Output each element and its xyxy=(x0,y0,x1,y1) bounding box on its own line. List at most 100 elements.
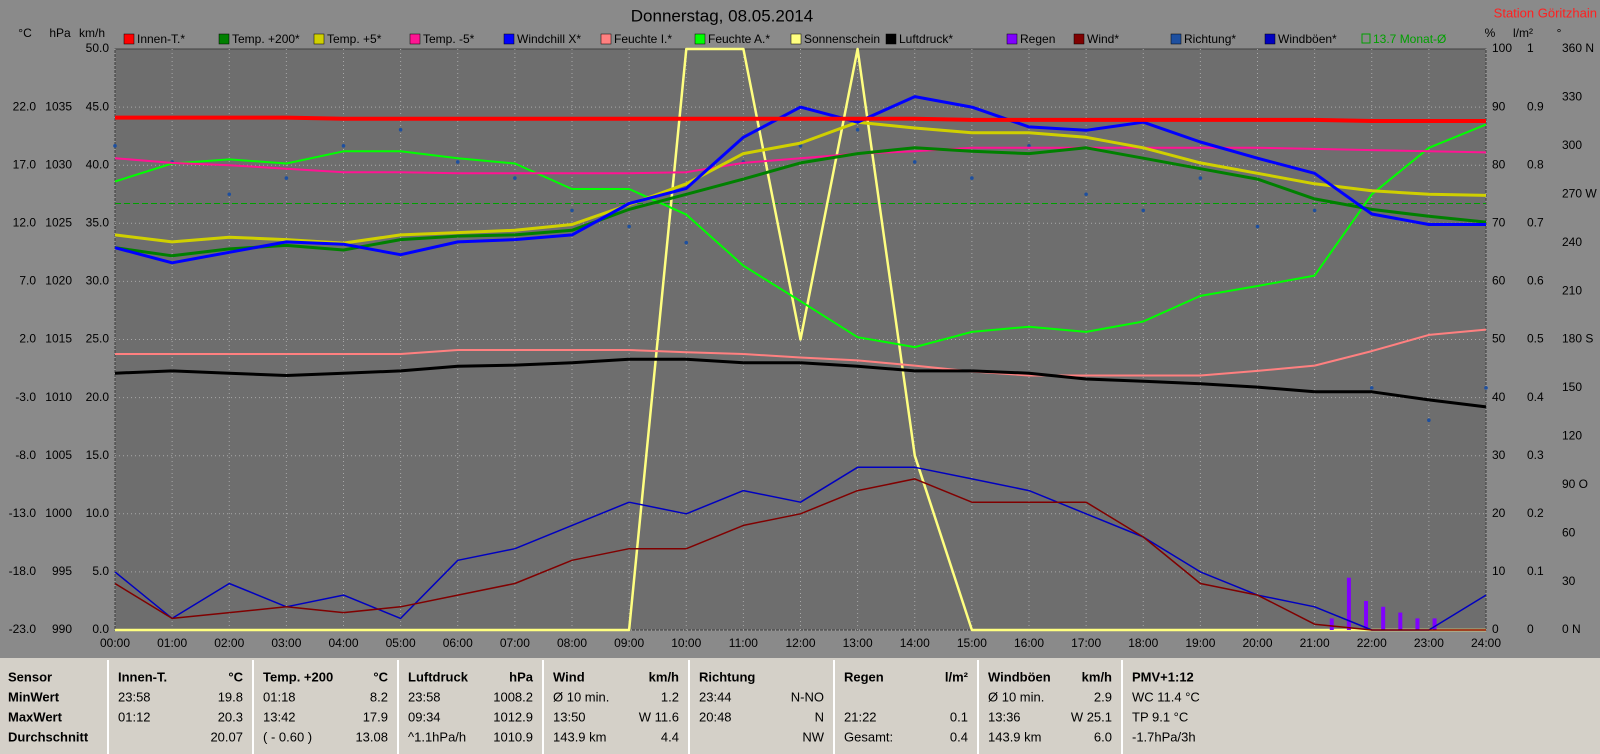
y-tick-label: 50 xyxy=(1492,332,1506,346)
column-header: Windböen xyxy=(988,669,1051,684)
y-tick-label: 20 xyxy=(1492,506,1506,520)
y-tick-label: 240 xyxy=(1562,235,1582,249)
legend-swatch xyxy=(600,33,612,45)
y-tick-label: 0 N xyxy=(1562,622,1581,636)
y-tick-label: 90 xyxy=(1492,99,1506,113)
legend-label: Feuchte I.* xyxy=(614,32,672,46)
y-tick-label: 10.0 xyxy=(86,506,110,520)
y-tick-label: 5.0 xyxy=(92,564,109,578)
y-tick-label: 120 xyxy=(1562,429,1582,443)
column-header: Luftdruck xyxy=(408,669,469,684)
direction-dot xyxy=(227,192,232,197)
cell-note: Ø 10 min. xyxy=(553,689,609,704)
cell-note: 23:58 xyxy=(118,689,151,704)
legend-swatch xyxy=(1006,33,1018,45)
cell-value: 2.9 xyxy=(1094,689,1112,704)
y-tick-label: 1020 xyxy=(45,274,72,288)
y-tick-label: 0.2 xyxy=(1527,506,1544,520)
column-header: Richtung xyxy=(699,669,755,684)
cell-note: 23:44 xyxy=(699,689,732,704)
row-label: MinWert xyxy=(8,689,60,704)
y-tick-label: 1025 xyxy=(45,215,72,229)
cell-value: N xyxy=(815,709,824,724)
y-tick-label: 90 O xyxy=(1562,477,1588,491)
direction-dot xyxy=(398,127,403,132)
cell-note: 13:50 xyxy=(553,709,586,724)
x-tick-label: 06:00 xyxy=(443,636,473,650)
cell-note: 20:48 xyxy=(699,709,732,724)
legend-swatch xyxy=(885,33,897,45)
series-line xyxy=(115,328,1487,377)
legend-swatch xyxy=(1264,33,1276,45)
cell-note: 143.9 km xyxy=(988,729,1041,744)
y-tick-label: 50.0 xyxy=(86,41,110,55)
x-tick-label: 10:00 xyxy=(671,636,701,650)
y-tick-label: 1015 xyxy=(45,332,72,346)
series-line xyxy=(114,146,1487,175)
x-tick-label: 15:00 xyxy=(957,636,987,650)
y-tick-label: 70 xyxy=(1492,215,1506,229)
cell-note: 143.9 km xyxy=(553,729,606,744)
cell-note: Ø 10 min. xyxy=(988,689,1044,704)
y-tick-label: 0.1 xyxy=(1527,564,1544,578)
y-tick-label: -3.0 xyxy=(15,390,36,404)
legend-swatch xyxy=(1361,33,1371,44)
y-tick-label: 40 xyxy=(1492,390,1506,404)
y-tick-label: 300 xyxy=(1562,138,1582,152)
y-tick-label: 0.3 xyxy=(1527,448,1544,462)
column-unit: km/h xyxy=(1082,669,1112,684)
cell-value: N-NO xyxy=(791,689,824,704)
y-tick-label: 1010 xyxy=(45,390,72,404)
y-tick-label: 270 W xyxy=(1562,186,1597,200)
cell-value: 19.8 xyxy=(218,689,243,704)
direction-dot xyxy=(570,208,574,213)
cell-note: ^1.1hPa/h xyxy=(408,729,466,744)
axis-unit: ° xyxy=(1557,26,1562,40)
y-tick-label: 180 S xyxy=(1562,332,1593,346)
y-tick-label: 1035 xyxy=(45,99,72,113)
column-header: Wind xyxy=(553,669,585,684)
y-tick-label: 60 xyxy=(1562,525,1576,539)
series-line xyxy=(115,47,1486,632)
legend-swatch xyxy=(409,33,421,45)
cell-value: 6.0 xyxy=(1094,729,1112,744)
x-tick-label: 19:00 xyxy=(1185,636,1215,650)
cell-value: NW xyxy=(802,729,824,744)
direction-dot xyxy=(113,144,117,148)
cell-value: 20.3 xyxy=(218,709,243,724)
series-line xyxy=(114,146,1487,258)
y-tick-label: 15.0 xyxy=(86,448,110,462)
legend-label: Richtung* xyxy=(1184,32,1236,46)
cell-value: 13.08 xyxy=(355,729,388,744)
direction-dot xyxy=(341,144,346,148)
direction-dot xyxy=(1084,192,1088,197)
y-tick-label: 1030 xyxy=(45,157,72,171)
chart-title: Donnerstag, 08.05.2014 xyxy=(631,6,813,25)
axis-unit: km/h xyxy=(79,26,105,40)
y-tick-label: 0.8 xyxy=(1527,157,1544,171)
legend-swatch xyxy=(1170,33,1182,45)
cell-note: -1.7hPa/3h xyxy=(1132,729,1196,744)
station-name: Station Göritzhain xyxy=(1494,5,1597,20)
legend-label: Temp. +200* xyxy=(232,32,300,46)
column-unit: hPa xyxy=(509,669,534,684)
y-tick-label: -23.0 xyxy=(9,622,37,636)
y-tick-label: 20.0 xyxy=(86,390,110,404)
y-tick-label: -8.0 xyxy=(15,448,36,462)
axis-unit: % xyxy=(1485,26,1496,40)
legend-swatch xyxy=(694,33,706,45)
y-tick-label: 30 xyxy=(1492,448,1506,462)
rain-bar xyxy=(1364,600,1369,630)
row-label: MaxWert xyxy=(8,709,63,724)
cell-note: 09:34 xyxy=(408,709,441,724)
x-tick-label: 03:00 xyxy=(271,636,301,650)
column-header: Regen xyxy=(844,669,884,684)
legend-label: Temp. +5* xyxy=(327,32,382,46)
cell-value: 0.4 xyxy=(950,729,968,744)
legend-label: Windchill X* xyxy=(517,32,581,46)
legend-label: Windböen* xyxy=(1278,32,1337,46)
x-tick-label: 00:00 xyxy=(100,636,130,650)
cell-note: Gesamt: xyxy=(844,729,893,744)
y-tick-label: 0.7 xyxy=(1527,215,1544,229)
